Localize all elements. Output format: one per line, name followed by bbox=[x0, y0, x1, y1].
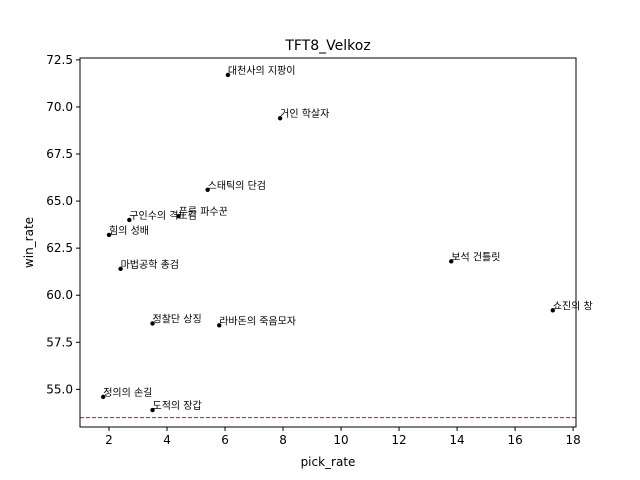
data-point bbox=[225, 72, 231, 78]
data-point bbox=[176, 213, 181, 219]
data-point bbox=[127, 217, 132, 223]
y-tick-label: 55.0 bbox=[46, 382, 73, 396]
data-point bbox=[550, 308, 555, 313]
x-tick-label: 18 bbox=[565, 433, 580, 447]
point-label: 도적의 장갑 bbox=[153, 400, 202, 412]
point-label: 정의의 손길 bbox=[103, 386, 152, 399]
data-point bbox=[449, 259, 454, 264]
x-axis-label: pick_rate bbox=[301, 455, 356, 469]
chart-title: TFT8_Velkoz bbox=[284, 38, 370, 54]
point-label: 거인 학살자 bbox=[280, 108, 329, 120]
x-tick-label: 6 bbox=[221, 433, 229, 447]
y-tick-label: 70.0 bbox=[46, 100, 73, 114]
data-point bbox=[106, 232, 112, 238]
y-tick-label: 62.5 bbox=[46, 241, 73, 255]
x-tick-label: 14 bbox=[449, 433, 464, 447]
data-point bbox=[150, 407, 155, 413]
point-label: 보석 건틀릿 bbox=[451, 251, 500, 263]
x-tick-label: 12 bbox=[391, 433, 406, 447]
x-tick-label: 8 bbox=[279, 433, 287, 447]
y-tick-label: 60.0 bbox=[46, 288, 73, 302]
point-label: 마법공학 총검 bbox=[121, 259, 179, 271]
plot-area: 2 4 6 8 10 12 14 16 18 55.0 57.5 60.0 62.5 65.0 67.5 70… bbox=[46, 53, 592, 447]
point-label: 쇼진의 창 bbox=[553, 300, 593, 312]
x-tick-label: 10 bbox=[333, 433, 348, 447]
data-point bbox=[277, 116, 283, 121]
y-tick-label: 65.0 bbox=[46, 194, 73, 208]
data-point bbox=[101, 394, 106, 400]
plot-frame bbox=[79, 57, 577, 428]
point-label: 구인수의 격노검 bbox=[129, 209, 197, 222]
point-label: 스태틱의 단검 bbox=[208, 180, 266, 192]
point-label: 푸른 파수꾼 bbox=[179, 206, 228, 218]
x-tick-label: 2 bbox=[105, 433, 113, 447]
y-tick-label: 67.5 bbox=[46, 147, 73, 161]
data-point bbox=[217, 323, 222, 328]
point-label: 힘의 성배 bbox=[109, 225, 149, 237]
x-tick-label: 4 bbox=[163, 433, 171, 447]
data-point bbox=[205, 187, 210, 192]
x-tick-label: 16 bbox=[507, 433, 522, 447]
point-label: 대천사의 지팡이 bbox=[228, 65, 296, 77]
y-axis-label: win_rate bbox=[22, 217, 36, 268]
y-tick-label: 57.5 bbox=[46, 335, 73, 349]
point-label: 정찰단 상징 bbox=[153, 313, 202, 325]
point-label: 라바돈의 죽음모자 bbox=[219, 315, 296, 327]
data-point bbox=[150, 321, 155, 326]
data-point bbox=[118, 266, 123, 272]
y-tick-label: 72.5 bbox=[46, 53, 73, 67]
